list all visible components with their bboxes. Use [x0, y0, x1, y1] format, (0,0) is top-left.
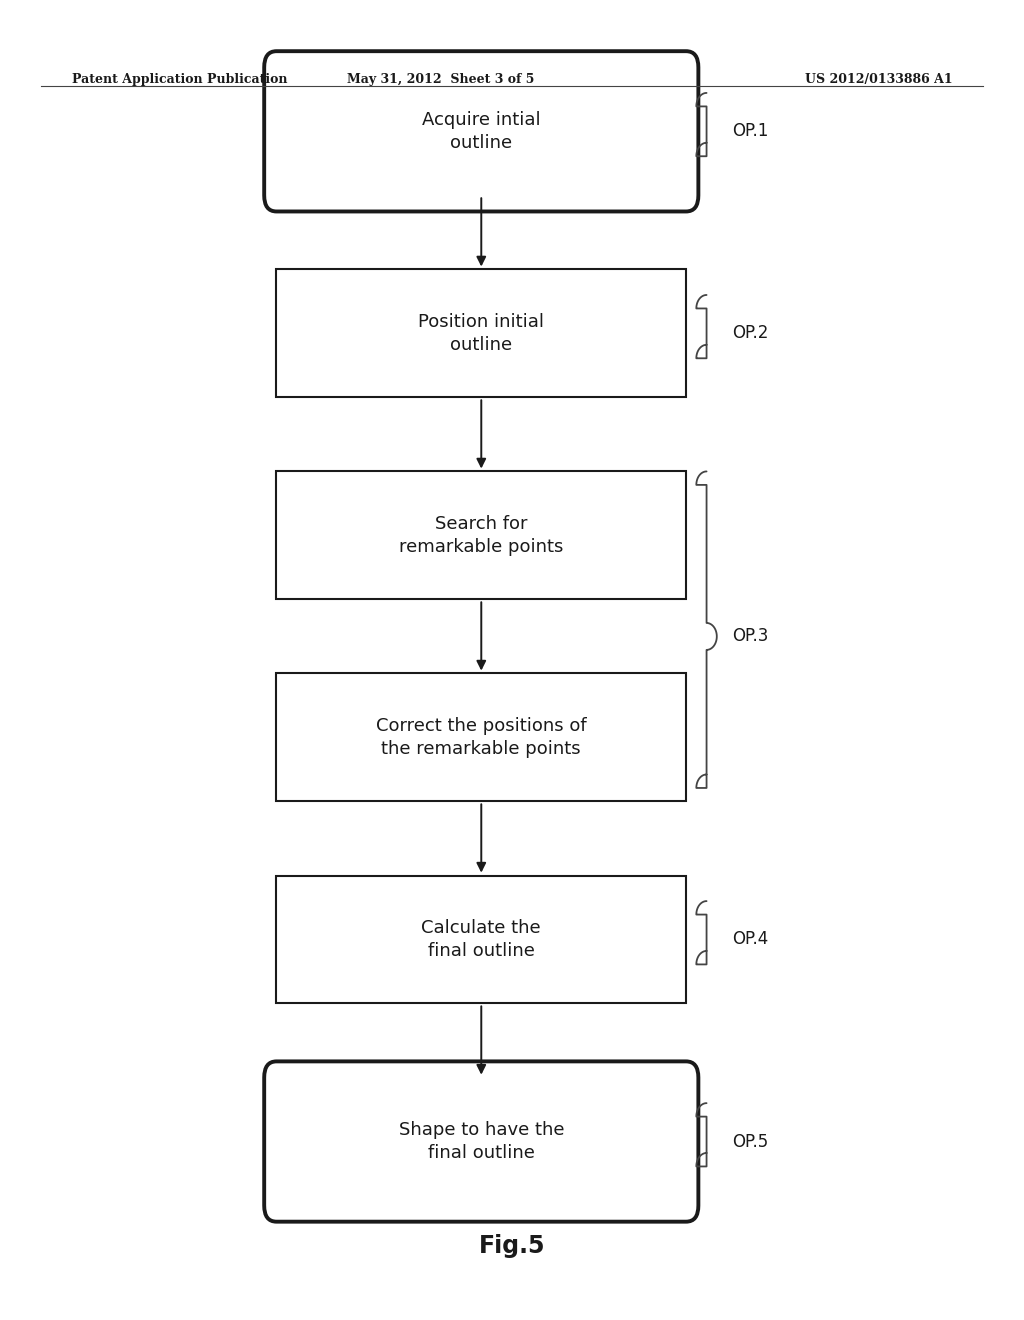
Text: OP.3: OP.3 [732, 627, 769, 645]
Text: Search for
remarkable points: Search for remarkable points [399, 515, 563, 556]
FancyBboxPatch shape [264, 1061, 698, 1222]
Text: Calculate the
final outline: Calculate the final outline [422, 919, 541, 960]
Text: US 2012/0133886 A1: US 2012/0133886 A1 [805, 73, 952, 86]
Text: OP.1: OP.1 [732, 123, 769, 140]
Text: Correct the positions of
the remarkable points: Correct the positions of the remarkable … [376, 717, 587, 758]
Text: Shape to have the
final outline: Shape to have the final outline [398, 1121, 564, 1163]
Bar [276, 269, 686, 397]
Text: OP.2: OP.2 [732, 325, 769, 342]
Bar [276, 673, 686, 801]
Text: Fig.5: Fig.5 [479, 1234, 545, 1258]
Text: OP.5: OP.5 [732, 1133, 768, 1151]
Text: OP.4: OP.4 [732, 931, 768, 949]
Text: Position initial
outline: Position initial outline [418, 313, 545, 354]
Text: Patent Application Publication: Patent Application Publication [72, 73, 287, 86]
Bar [276, 875, 686, 1003]
Text: May 31, 2012  Sheet 3 of 5: May 31, 2012 Sheet 3 of 5 [347, 73, 534, 86]
FancyBboxPatch shape [264, 51, 698, 211]
Text: Acquire intial
outline: Acquire intial outline [422, 111, 541, 152]
Bar [276, 471, 686, 599]
